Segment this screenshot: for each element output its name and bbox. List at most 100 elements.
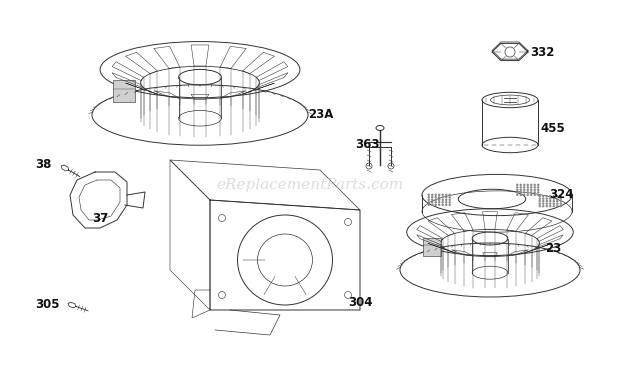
- Circle shape: [560, 205, 562, 207]
- Circle shape: [435, 199, 437, 201]
- Circle shape: [534, 184, 536, 186]
- Circle shape: [435, 204, 437, 206]
- Circle shape: [441, 204, 444, 206]
- Circle shape: [552, 200, 555, 202]
- Circle shape: [530, 184, 533, 186]
- Circle shape: [534, 194, 536, 196]
- Circle shape: [534, 189, 536, 191]
- Circle shape: [526, 186, 529, 189]
- Circle shape: [530, 191, 533, 194]
- Circle shape: [560, 200, 562, 202]
- Circle shape: [523, 186, 526, 189]
- Circle shape: [441, 194, 444, 196]
- Circle shape: [560, 195, 562, 197]
- Circle shape: [431, 194, 433, 196]
- Circle shape: [526, 194, 529, 196]
- Text: 332: 332: [530, 46, 554, 58]
- Circle shape: [428, 204, 430, 206]
- Circle shape: [445, 204, 448, 206]
- Circle shape: [546, 205, 548, 207]
- Circle shape: [537, 186, 539, 189]
- Circle shape: [448, 204, 451, 206]
- Circle shape: [431, 201, 433, 204]
- Text: 324: 324: [549, 188, 574, 202]
- Circle shape: [445, 199, 448, 201]
- Circle shape: [523, 189, 526, 191]
- Circle shape: [556, 205, 559, 207]
- Circle shape: [539, 198, 541, 200]
- Circle shape: [448, 199, 451, 201]
- Circle shape: [448, 196, 451, 199]
- Circle shape: [552, 195, 555, 197]
- Circle shape: [441, 196, 444, 199]
- Circle shape: [516, 186, 518, 189]
- Circle shape: [516, 189, 518, 191]
- Circle shape: [539, 205, 541, 207]
- FancyBboxPatch shape: [423, 238, 441, 256]
- Circle shape: [431, 196, 433, 199]
- Text: 304: 304: [348, 296, 373, 309]
- Circle shape: [431, 199, 433, 201]
- Circle shape: [438, 196, 440, 199]
- Circle shape: [546, 202, 548, 205]
- Circle shape: [537, 184, 539, 186]
- Circle shape: [549, 202, 551, 205]
- Circle shape: [552, 202, 555, 205]
- Circle shape: [556, 198, 559, 200]
- Circle shape: [435, 196, 437, 199]
- Circle shape: [542, 198, 544, 200]
- Circle shape: [523, 184, 526, 186]
- Circle shape: [552, 198, 555, 200]
- Text: 38: 38: [35, 158, 51, 172]
- Circle shape: [516, 194, 518, 196]
- Circle shape: [428, 196, 430, 199]
- Circle shape: [539, 202, 541, 205]
- Circle shape: [428, 201, 430, 204]
- Circle shape: [445, 194, 448, 196]
- Circle shape: [516, 191, 518, 194]
- Circle shape: [520, 189, 522, 191]
- Circle shape: [438, 199, 440, 201]
- Circle shape: [542, 195, 544, 197]
- Text: 23A: 23A: [308, 108, 334, 121]
- Circle shape: [560, 202, 562, 205]
- Circle shape: [546, 195, 548, 197]
- Circle shape: [438, 201, 440, 204]
- Text: eReplacementParts.com: eReplacementParts.com: [216, 178, 404, 192]
- Circle shape: [537, 191, 539, 194]
- Circle shape: [520, 186, 522, 189]
- Circle shape: [435, 194, 437, 196]
- Text: 37: 37: [92, 212, 108, 225]
- Circle shape: [428, 194, 430, 196]
- Circle shape: [526, 191, 529, 194]
- Circle shape: [523, 191, 526, 194]
- Circle shape: [542, 202, 544, 205]
- Text: 455: 455: [540, 121, 565, 135]
- Circle shape: [534, 186, 536, 189]
- Circle shape: [520, 194, 522, 196]
- Text: 363: 363: [355, 138, 379, 151]
- Circle shape: [526, 184, 529, 186]
- Circle shape: [537, 194, 539, 196]
- Circle shape: [534, 191, 536, 194]
- Circle shape: [445, 196, 448, 199]
- Circle shape: [539, 195, 541, 197]
- Circle shape: [546, 200, 548, 202]
- Circle shape: [516, 184, 518, 186]
- Circle shape: [549, 195, 551, 197]
- Circle shape: [556, 200, 559, 202]
- Circle shape: [537, 189, 539, 191]
- Circle shape: [520, 184, 522, 186]
- FancyBboxPatch shape: [113, 80, 135, 102]
- Circle shape: [556, 195, 559, 197]
- Circle shape: [556, 202, 559, 205]
- Circle shape: [546, 198, 548, 200]
- Circle shape: [542, 205, 544, 207]
- Circle shape: [428, 199, 430, 201]
- Circle shape: [549, 198, 551, 200]
- Circle shape: [549, 200, 551, 202]
- Circle shape: [549, 205, 551, 207]
- Circle shape: [530, 186, 533, 189]
- Circle shape: [526, 189, 529, 191]
- Circle shape: [520, 191, 522, 194]
